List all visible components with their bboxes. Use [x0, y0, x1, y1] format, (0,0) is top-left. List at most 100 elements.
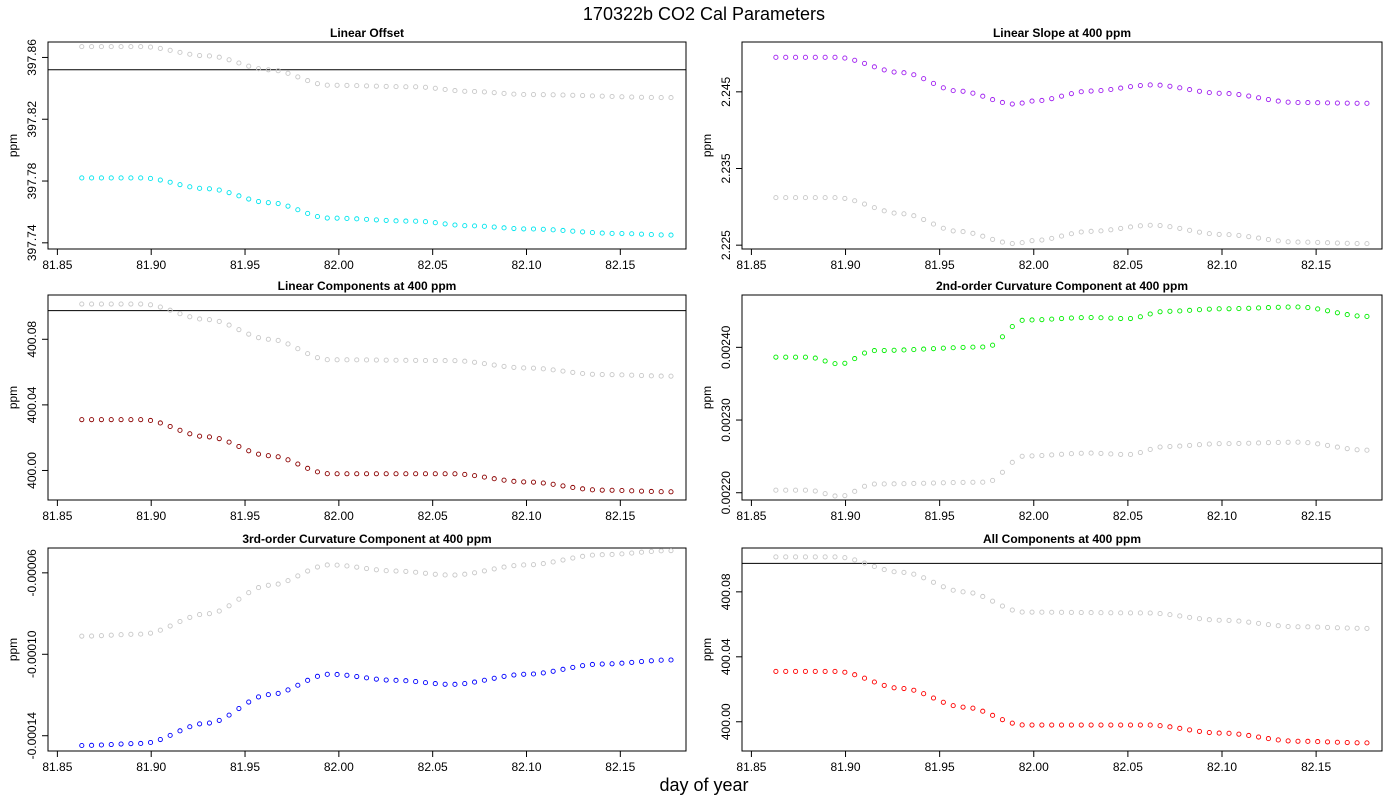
series-reference [79, 548, 674, 639]
data-point [1285, 239, 1291, 245]
data-point [265, 200, 271, 206]
data-point [1059, 233, 1065, 239]
data-point [1324, 739, 1331, 745]
x-tick-label: 81.85 [736, 509, 766, 523]
data-point [950, 88, 956, 94]
data-point [560, 92, 566, 98]
data-point [970, 479, 976, 485]
data-point [891, 347, 897, 353]
data-point [1068, 609, 1074, 615]
data-point [462, 681, 468, 687]
data-point [560, 557, 566, 563]
data-point [1177, 225, 1183, 231]
data-point [177, 311, 183, 317]
data-point [481, 361, 487, 367]
data-point [950, 703, 956, 709]
data-point [1039, 452, 1045, 459]
data-point [773, 354, 779, 360]
data-point [619, 487, 625, 494]
data-point [1019, 317, 1025, 323]
data-point [442, 358, 448, 364]
data-point [911, 72, 917, 78]
data-point [79, 175, 85, 181]
data-point [1305, 239, 1311, 245]
data-point [619, 551, 625, 557]
data-point [822, 668, 828, 674]
data-point [1177, 308, 1183, 314]
data-point [324, 562, 330, 568]
data-point [980, 344, 986, 350]
chart-panel-6: All Components at 400 ppm 81.85 81.90 81.95… [700, 532, 1383, 774]
data-point [403, 678, 409, 684]
y-axis-label: ppm [700, 134, 714, 157]
data-point [1275, 98, 1281, 104]
data-point [1078, 315, 1084, 321]
x-tick-label: 82.00 [1019, 760, 1049, 774]
data-point [1019, 240, 1025, 246]
data-point [138, 631, 144, 637]
x-tick-label: 82.15 [605, 509, 635, 523]
data-point [1256, 440, 1262, 446]
data-point [206, 53, 212, 59]
data-point [999, 469, 1006, 475]
series-reference [79, 44, 674, 101]
data-point [812, 668, 818, 674]
data-point [1206, 231, 1212, 237]
data-point [911, 480, 917, 487]
data-point [1315, 100, 1321, 106]
panel-title: 3rd-order Curvature Component at 400 ppm [242, 532, 491, 546]
data-point [324, 215, 330, 221]
data-point [1354, 240, 1360, 247]
data-point [1275, 439, 1281, 445]
data-point [648, 373, 654, 379]
data-point [1315, 441, 1321, 447]
data-point [295, 682, 301, 688]
data-point [89, 44, 95, 50]
panel-title: 2nd-order Curvature Component at 400 ppm [936, 279, 1188, 293]
data-point [305, 78, 311, 84]
plot-frame [47, 41, 687, 250]
data-point [668, 548, 674, 554]
data-point [216, 608, 222, 614]
data-point [570, 228, 576, 234]
data-point [491, 476, 497, 482]
data-point [265, 692, 271, 698]
data-point [1216, 90, 1222, 96]
data-point [638, 659, 645, 665]
data-point [1118, 722, 1124, 728]
data-point [1127, 451, 1134, 458]
data-point [999, 334, 1006, 340]
data-point [599, 661, 605, 667]
data-point [999, 239, 1006, 245]
data-point [822, 554, 828, 560]
y-tick-label: 400.08 [719, 573, 733, 610]
data-point [658, 232, 664, 238]
data-point [246, 196, 252, 202]
panel-title: Linear Offset [330, 26, 404, 40]
data-point [1049, 235, 1055, 241]
data-point [1364, 241, 1370, 247]
data-point [89, 301, 95, 307]
x-tick-label: 82.05 [1113, 509, 1143, 523]
data-point [1256, 95, 1262, 101]
data-point [285, 687, 291, 693]
data-point [236, 193, 242, 199]
data-point [881, 682, 887, 688]
data-point [157, 177, 163, 183]
data-point [1049, 722, 1055, 728]
data-point [1334, 444, 1340, 450]
data-point [911, 213, 917, 219]
data-point [802, 195, 808, 201]
data-point [511, 364, 517, 370]
data-point [344, 563, 350, 569]
data-point [265, 67, 271, 73]
data-point [206, 317, 212, 323]
data-point [1009, 720, 1015, 726]
data-point [980, 593, 986, 600]
data-point [1108, 315, 1114, 321]
data-point [452, 471, 458, 477]
y-tick-label: 397.78 [25, 162, 39, 199]
data-point [1265, 440, 1271, 446]
data-point [960, 344, 966, 350]
data-point [1305, 305, 1311, 311]
